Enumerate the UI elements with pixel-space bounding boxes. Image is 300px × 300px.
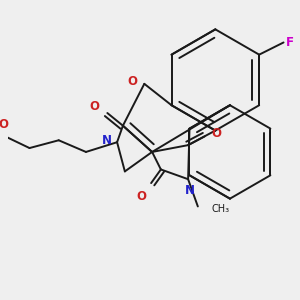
Text: N: N (185, 184, 195, 197)
Text: CH₃: CH₃ (212, 204, 230, 214)
Text: F: F (286, 36, 294, 49)
Text: O: O (0, 118, 8, 131)
Text: O: O (136, 190, 146, 203)
Text: N: N (102, 134, 112, 147)
Text: O: O (211, 127, 221, 140)
Text: O: O (90, 100, 100, 113)
Text: O: O (128, 75, 138, 88)
